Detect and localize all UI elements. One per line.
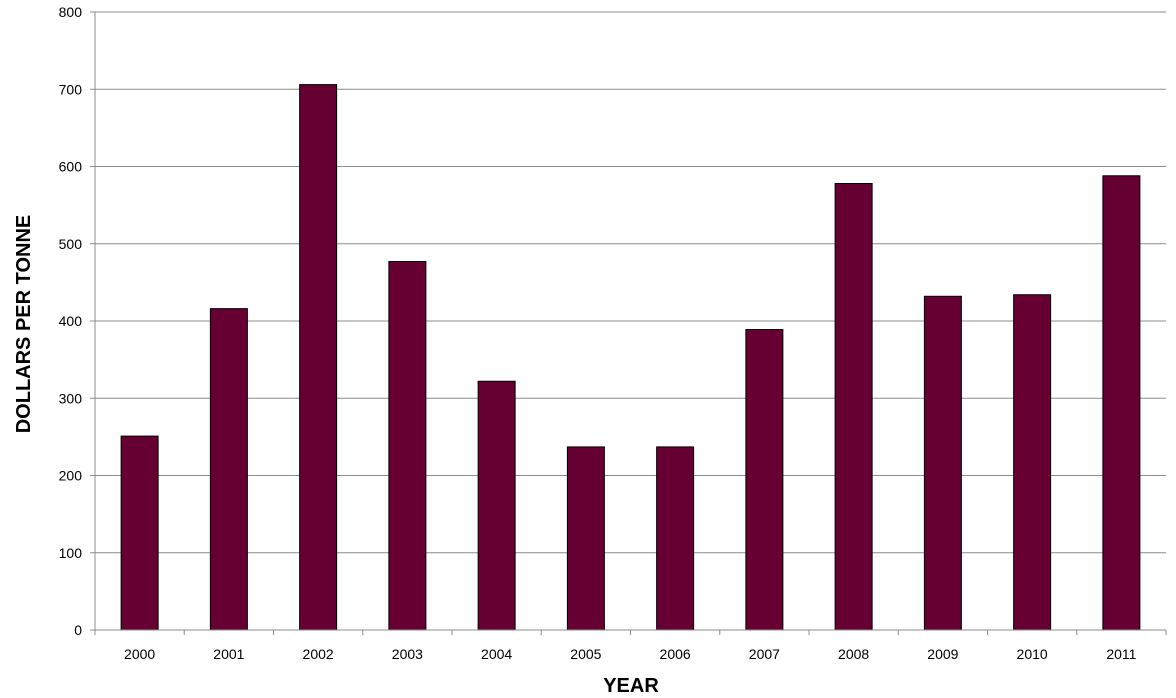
bar-2005 xyxy=(566,446,605,631)
x-tick-label: 2003 xyxy=(392,646,423,662)
x-tick-label: 2007 xyxy=(749,646,780,662)
x-tick-label: 2011 xyxy=(1106,646,1136,662)
y-tick-label: 200 xyxy=(59,468,83,484)
gridlines xyxy=(95,11,1166,554)
bar-2007 xyxy=(745,328,784,631)
y-tick-label: 600 xyxy=(59,159,83,175)
bar-2010 xyxy=(1013,294,1052,631)
x-tick-label: 2004 xyxy=(481,646,512,662)
y-tick-label: 400 xyxy=(59,313,83,329)
y-tick-label: 800 xyxy=(59,4,83,20)
bar-2001 xyxy=(209,308,248,631)
bar-2004 xyxy=(477,380,516,631)
y-tick-label: 300 xyxy=(59,390,83,406)
x-tick-label: 2000 xyxy=(124,646,155,662)
x-tick-label: 2001 xyxy=(213,646,244,662)
y-tick-label: 0 xyxy=(74,622,82,638)
x-tick-label: 2009 xyxy=(927,646,958,662)
bar-2006 xyxy=(656,446,695,631)
x-tick-label: 2006 xyxy=(660,646,691,662)
x-tick-label: 2005 xyxy=(570,646,601,662)
y-axis-title: DOLLARS PER TONNE xyxy=(13,215,35,434)
axes xyxy=(90,11,1167,635)
tick-labels: 0 100 200 300 400 500 600 700 800 2000 2001 2002 200… xyxy=(59,4,1137,662)
x-axis-title: YEAR xyxy=(603,675,659,697)
bar-2000 xyxy=(120,435,159,631)
x-tick-label: 2002 xyxy=(303,646,334,662)
y-tick-label: 500 xyxy=(59,236,83,252)
x-tick-label: 2010 xyxy=(1017,646,1048,662)
bar-2002 xyxy=(299,84,338,631)
bar-2009 xyxy=(923,295,962,631)
bar-2011 xyxy=(1102,175,1141,631)
x-tick-label: 2008 xyxy=(838,646,869,662)
y-tick-label: 100 xyxy=(59,545,83,561)
bars xyxy=(120,84,1141,631)
y-tick-label: 700 xyxy=(59,81,83,97)
bar-2003 xyxy=(388,261,427,631)
bar-2008 xyxy=(834,182,873,631)
